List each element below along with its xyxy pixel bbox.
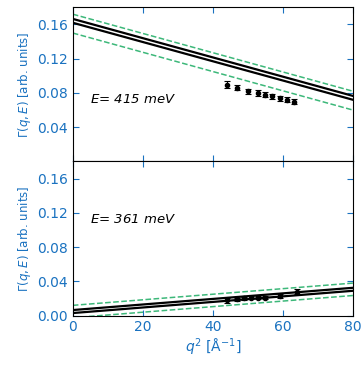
- Text: $E$= 361 meV: $E$= 361 meV: [90, 213, 176, 226]
- X-axis label: $q^2$ [Å$^{-1}$]: $q^2$ [Å$^{-1}$]: [185, 337, 241, 359]
- Y-axis label: $\Gamma(q, E)$ [arb. units]: $\Gamma(q, E)$ [arb. units]: [16, 31, 33, 138]
- Text: $E$= 415 meV: $E$= 415 meV: [90, 93, 176, 106]
- Y-axis label: $\Gamma(q, E)$ [arb. units]: $\Gamma(q, E)$ [arb. units]: [16, 185, 33, 292]
